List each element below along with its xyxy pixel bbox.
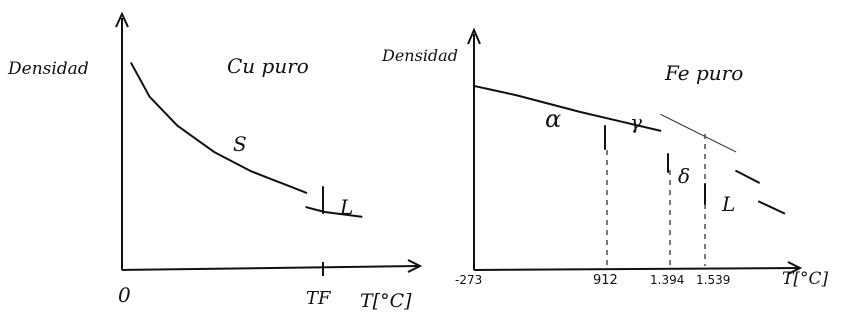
fe-x-tick-912: 912 bbox=[593, 273, 618, 288]
cu-liquid-label: L bbox=[339, 195, 353, 219]
cu-panel: Densidad Cu puro 0 TF T[°C] S L bbox=[7, 11, 423, 312]
fe-liquid-curve bbox=[757, 200, 786, 215]
fe-x-axis-arrow bbox=[787, 261, 803, 275]
fe-gamma-label: γ bbox=[630, 110, 642, 134]
fe-alpha-curve bbox=[473, 84, 662, 132]
fe-y-axis-arrow bbox=[467, 27, 481, 45]
cu-x-axis-label: T[°C] bbox=[360, 290, 412, 312]
fe-x-tick-minus273: -273 bbox=[455, 273, 482, 287]
fe-delta-curve bbox=[735, 169, 760, 184]
cu-liquid-curve bbox=[305, 206, 363, 218]
cu-solid-curve bbox=[130, 62, 308, 194]
cu-x-axis-arrow bbox=[407, 259, 423, 273]
fe-alpha-label: α bbox=[545, 105, 561, 133]
fe-x-tick-1539: 1.539 bbox=[696, 273, 730, 287]
cu-chart-title: Cu puro bbox=[227, 54, 309, 78]
cu-x-tick-tf: TF bbox=[306, 288, 332, 309]
fe-x-tick-1394: 1.394 bbox=[650, 273, 684, 287]
cu-y-axis-arrow bbox=[115, 11, 129, 28]
fe-delta-label: δ bbox=[678, 164, 690, 188]
fe-liquid-label: L bbox=[721, 192, 735, 216]
fe-x-axis bbox=[473, 267, 799, 271]
cu-x-axis bbox=[121, 265, 419, 271]
fe-panel: Densidad Fe puro -273 912 1.394 1.539 T[… bbox=[381, 27, 828, 289]
fe-y-axis-label: Densidad bbox=[381, 46, 458, 65]
fe-gamma-curve bbox=[660, 113, 737, 153]
cu-solid-label: S bbox=[233, 132, 247, 156]
fe-x-axis-label: T[°C] bbox=[782, 269, 828, 289]
fe-chart-title: Fe puro bbox=[664, 61, 743, 85]
cu-y-axis-label: Densidad bbox=[7, 59, 89, 79]
cu-origin-label: 0 bbox=[118, 283, 131, 307]
